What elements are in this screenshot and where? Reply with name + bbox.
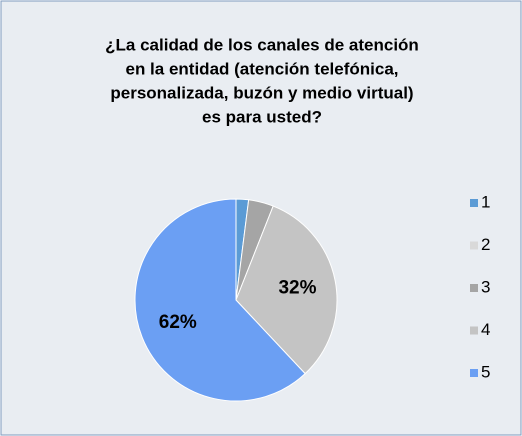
- legend-label: 2: [481, 235, 490, 254]
- legend-label: 5: [481, 362, 490, 381]
- legend-swatch: [470, 326, 478, 335]
- legend-swatch: [470, 241, 478, 250]
- legend-label: 3: [481, 277, 490, 296]
- pie: 32% 62%: [134, 198, 338, 402]
- pie-slice: [134, 198, 306, 402]
- legend-label: 1: [481, 192, 490, 211]
- pie-slice: [235, 205, 338, 375]
- chart-title-line: ¿La calidad de los canales de atención: [105, 35, 419, 54]
- chart-title: ¿La calidad de los canales de atención en…: [105, 35, 419, 126]
- legend-label: 4: [481, 320, 490, 339]
- legend-swatch: [470, 284, 478, 292]
- chart-title-line: personalizada, buzón y medio virtual): [110, 83, 413, 102]
- legend: 1 2 3 4 5: [470, 192, 490, 381]
- chart-title-line: es para usted?: [202, 107, 322, 126]
- legend-swatch: [470, 199, 478, 207]
- data-label: 32%: [278, 277, 316, 298]
- chart-title-line: en la entidad (atención telefónica,: [126, 59, 399, 78]
- data-label: 62%: [159, 312, 197, 333]
- legend-swatch: [470, 369, 478, 377]
